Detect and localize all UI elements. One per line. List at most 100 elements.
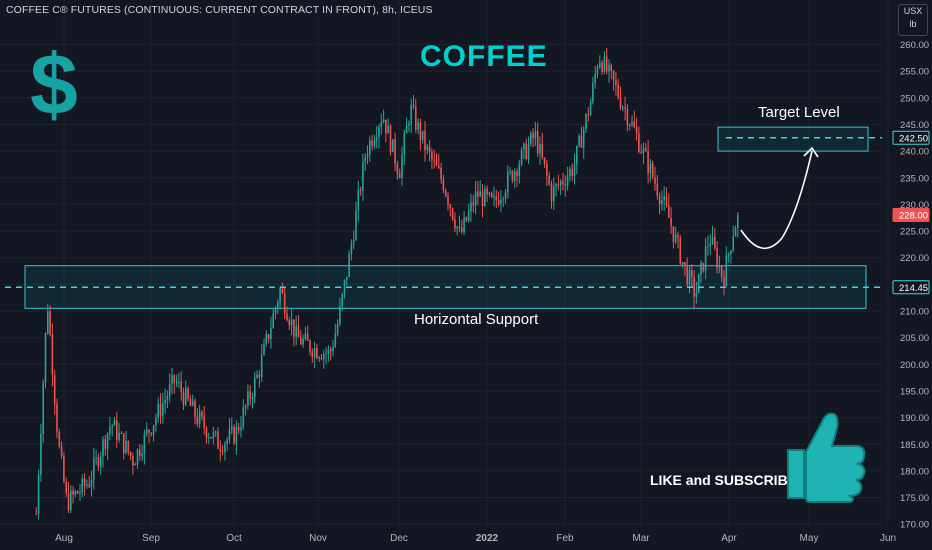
candle-body [159,403,162,416]
candle-body [444,190,447,196]
candle-body [661,200,663,205]
candle-body [656,183,659,196]
candle-body [175,382,178,384]
price-tag-box [892,208,930,223]
candle-body [95,457,97,459]
candle-body [378,127,380,138]
candle-body [93,458,95,480]
candle-body [122,433,125,454]
candle-body [226,439,228,444]
candle-body [684,262,686,266]
candle-body [592,82,594,102]
candle-body [265,334,268,344]
candle-body [481,191,484,207]
candle-body [405,125,408,134]
candle-body [35,513,38,515]
candle-body [725,255,728,286]
candle-body [693,277,695,297]
candle-body [513,171,516,182]
candle-body [334,333,337,347]
candle-body [709,243,711,246]
candle-body [686,265,688,285]
candle-body [438,165,440,168]
chart-grid [0,0,889,526]
candle-body [730,250,732,255]
unit-selector[interactable]: USX lb [898,4,928,36]
candle-body [610,64,613,71]
candle-body [456,226,458,229]
candle-body [267,334,270,340]
chart-annotation-title: COFFEE [420,40,548,73]
candle-body [106,433,109,449]
candle-body [392,139,394,153]
candle-body [672,226,675,242]
price-tick-label: 205.00 [900,333,929,344]
candle-body [295,325,297,337]
candle-body [737,215,739,228]
candle-body [380,122,383,128]
candle-body [674,234,677,242]
candle-body [37,474,40,514]
candle-body [419,122,422,140]
price-tick-label: 210.00 [900,307,929,318]
candle-body [180,381,182,393]
candle-body [318,357,320,359]
price-axis[interactable]: 170.00 175.00 180.00 185.00 190.00 195.00 200.… [892,40,930,531]
candle-body [495,195,498,201]
candle-body [490,192,493,197]
candle-body [293,319,295,337]
candle-body [511,171,514,182]
candle-body [281,288,284,294]
candle-body [697,274,700,294]
candle-body [477,191,479,197]
candle-body [557,184,560,186]
candle-body [417,122,419,130]
time-tick-label: Mar [632,533,650,544]
candle-body [640,151,642,153]
candle-body [681,262,684,265]
candle-body [86,484,88,486]
candle-body [454,219,456,229]
candle-body [509,171,511,173]
candle-body [56,403,58,432]
candle-body [359,190,362,192]
candle-body [72,490,74,495]
candle-body [566,176,569,186]
candle-body [224,443,226,453]
time-axis[interactable]: Aug Sep Oct Nov Dec 2022 Feb Mar Apr May Jun [55,533,896,544]
candle-body [647,150,649,174]
candle-body [258,374,261,377]
candle-body [254,377,256,398]
candle-body [320,357,323,360]
price-tick-label: 200.00 [900,360,929,371]
time-tick-label: Aug [55,533,73,544]
candle-body [472,202,475,206]
candle-body [631,121,633,125]
candle-body [155,417,157,426]
candle-body [488,192,491,195]
candle-body [97,457,100,467]
candle-body [208,437,210,439]
candle-body [182,392,185,405]
candle-body [651,163,654,178]
candle-body [412,105,415,107]
candle-body [371,140,373,146]
candle-body [564,184,567,186]
candle-body [428,146,431,153]
candle-body [497,200,500,205]
candle-body [279,288,281,303]
candle-body [194,400,196,417]
candle-body [548,175,550,185]
candle-body [102,439,104,457]
candle-body [352,239,355,245]
candle-body [707,245,709,247]
candle-body [145,429,148,434]
candle-body [507,172,509,193]
candle-body [332,346,334,352]
candle-body [171,375,173,384]
candle-body [642,148,645,153]
like-subscribe-text: LIKE and SUBSCRIBE [650,472,798,488]
target-level-label: Target Level [758,104,840,121]
candle-body [516,171,518,176]
